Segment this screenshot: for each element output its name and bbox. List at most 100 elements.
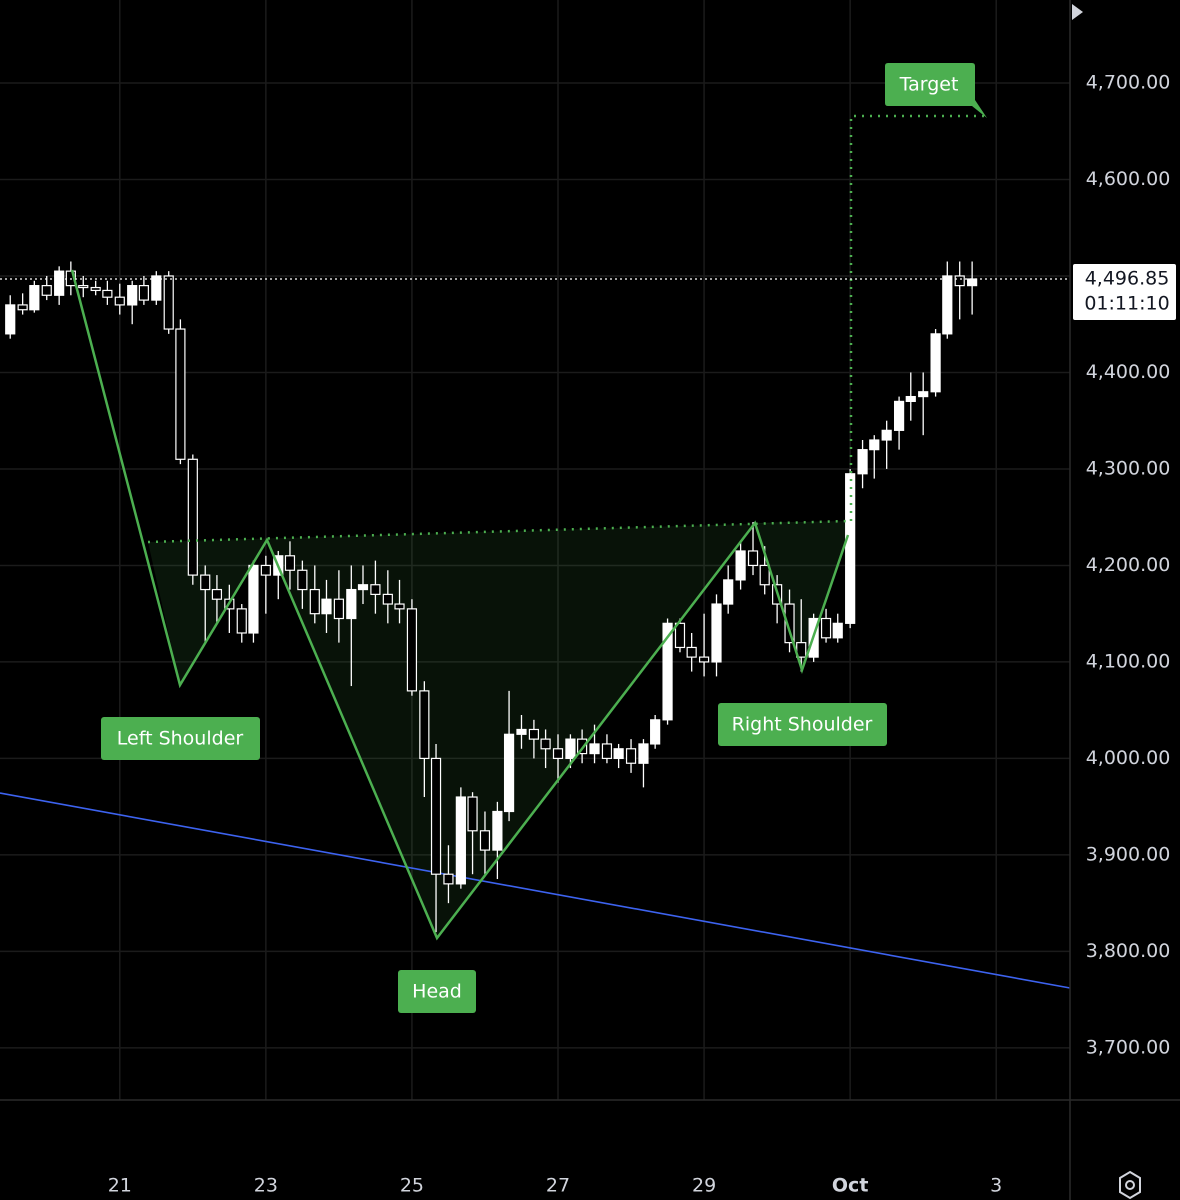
- candle-body: [200, 574, 211, 591]
- candle-body: [832, 622, 843, 639]
- y-tick-label: 4,100.00: [1086, 650, 1171, 672]
- y-tick-label: 4,400.00: [1086, 361, 1171, 383]
- candle-body: [175, 328, 186, 460]
- y-tick-label: 3,900.00: [1086, 843, 1171, 865]
- countdown: 01:11:10: [1084, 293, 1169, 315]
- x-tick-label: 27: [546, 1175, 570, 1197]
- candle-body: [845, 473, 856, 624]
- candle-body: [430, 757, 442, 875]
- candle-body: [443, 873, 454, 885]
- candle-body: [455, 796, 466, 885]
- candle-body: [930, 333, 941, 393]
- candle-body: [284, 555, 296, 571]
- candle-body: [565, 738, 576, 760]
- candle-body: [394, 603, 405, 610]
- settings-gear[interactable]: [1119, 1170, 1141, 1200]
- last-price-box: [1073, 264, 1176, 321]
- candle-body: [893, 400, 905, 431]
- candle-body: [552, 748, 564, 760]
- candle-body: [869, 439, 880, 451]
- candle-body: [601, 743, 613, 760]
- candle-body: [686, 646, 697, 658]
- candle-body: [54, 270, 65, 296]
- candle-body: [309, 588, 320, 615]
- axes: 3,700.00 3,800.00 3,900.00 4,000.00 4,100.00…: [0, 71, 1176, 1197]
- candle-body: [102, 289, 113, 298]
- candle-body: [492, 810, 503, 851]
- candle-body: [333, 598, 344, 620]
- candle-body: [723, 579, 734, 605]
- candle-body: [662, 622, 673, 721]
- y-tick-label: 4,700.00: [1086, 71, 1171, 93]
- x-tick-label: 29: [692, 1175, 716, 1197]
- candle-body: [942, 275, 953, 335]
- label-box: [718, 703, 887, 746]
- candle-body: [784, 603, 795, 644]
- scroll-icon[interactable]: [1072, 4, 1083, 20]
- candle-body: [357, 584, 369, 591]
- candle-body: [918, 391, 929, 398]
- candle-body: [187, 458, 198, 576]
- candle-body: [747, 550, 759, 567]
- candle-body: [41, 285, 52, 296]
- candle-body: [419, 690, 430, 760]
- candle-body: [163, 275, 174, 330]
- candle-body: [967, 278, 978, 287]
- y-tick-label: 4,600.00: [1086, 168, 1171, 190]
- pattern-fill: [148, 521, 848, 938]
- settings-icon[interactable]: [1119, 1170, 1141, 1200]
- candle-body: [735, 550, 746, 581]
- candle-body: [528, 728, 540, 740]
- annotation: Right Shoulder: [732, 714, 873, 736]
- candle-body: [5, 304, 16, 335]
- candle-body: [321, 598, 332, 615]
- candle-body: [540, 738, 551, 750]
- candle-body: [151, 275, 162, 301]
- label-box: [101, 717, 260, 760]
- candle-body: [467, 796, 478, 832]
- candle-body: [711, 603, 722, 663]
- label-box: [398, 970, 476, 1013]
- candle-body: [625, 748, 637, 764]
- candle-body: [759, 564, 770, 586]
- annotation: Left Shoulder: [117, 728, 244, 750]
- candle-body: [29, 285, 40, 311]
- candle-body: [479, 830, 491, 851]
- pattern-line: [70, 269, 850, 941]
- candle-body: [78, 285, 89, 289]
- x-tick-label: 3: [990, 1175, 1002, 1197]
- x-tick-label: 23: [254, 1175, 278, 1197]
- candle-body: [17, 304, 28, 311]
- candle-body: [589, 743, 600, 755]
- y-tick-label: 4,000.00: [1086, 747, 1171, 769]
- candle-body: [114, 296, 125, 306]
- settings-center[interactable]: [1125, 1180, 1135, 1190]
- x-tick-label: 21: [108, 1175, 132, 1197]
- candle-body: [674, 622, 686, 649]
- y-tick-label: 3,700.00: [1086, 1036, 1171, 1058]
- candle-body: [346, 588, 357, 620]
- y-tick-label: 4,300.00: [1086, 457, 1171, 479]
- candle-body: [905, 395, 916, 403]
- candle-body: [248, 564, 259, 634]
- candle-body: [406, 608, 418, 692]
- annotation: Head: [412, 981, 462, 1003]
- candle-body: [613, 748, 624, 760]
- candle-body: [516, 728, 527, 735]
- candle-body: [577, 738, 588, 755]
- y-tick-label: 3,800.00: [1086, 940, 1171, 962]
- candle-body: [127, 285, 138, 306]
- x-tick-label: Oct: [832, 1175, 869, 1197]
- label-box: [885, 63, 987, 118]
- candle-body: [211, 588, 223, 600]
- candle-body: [370, 584, 381, 595]
- candle-body: [90, 286, 101, 292]
- candle-body: [382, 593, 393, 605]
- x-tick-label: 25: [400, 1175, 424, 1197]
- y-tick-label: 4,200.00: [1086, 554, 1171, 576]
- annotation: Target: [899, 74, 959, 96]
- candle-body: [138, 285, 149, 301]
- trend-line: [0, 792, 1071, 989]
